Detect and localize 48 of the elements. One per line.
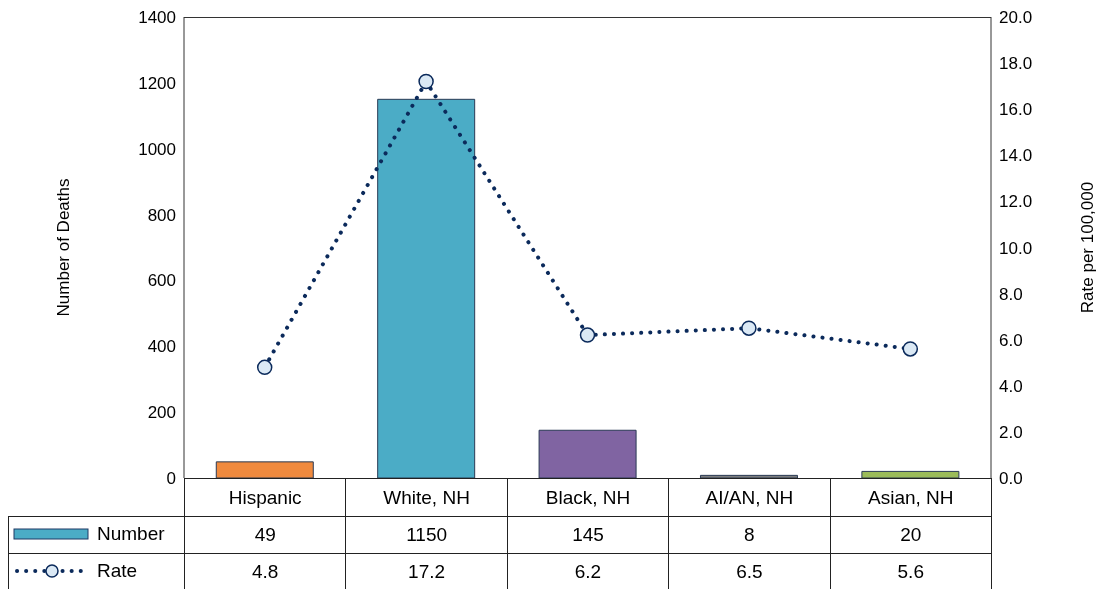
data-label: 145 <box>507 516 669 554</box>
data-label: 6.5 <box>668 553 831 589</box>
data-label: 6.2 <box>507 553 669 589</box>
data-label: 1150 <box>345 516 508 554</box>
legend-label: Number <box>96 523 165 545</box>
bar <box>538 429 637 478</box>
y-tick-label: 1000 <box>138 139 176 159</box>
y2-tick-label: 2.0 <box>999 422 1023 442</box>
bar <box>861 470 960 478</box>
data-label: 20 <box>830 516 992 554</box>
data-label: 8 <box>668 516 831 554</box>
y-tick-label: 200 <box>147 403 176 423</box>
x-tick-label: White, NH <box>345 478 508 517</box>
data-label: 49 <box>184 516 346 554</box>
x-tick-label: Hispanic <box>184 478 346 517</box>
point <box>418 73 434 90</box>
x-tick-label: Black, NH <box>507 478 669 517</box>
y-tick-label: 1200 <box>138 73 176 93</box>
y2-tick-label: 0.0 <box>999 469 1023 489</box>
data-label: 5.6 <box>830 553 992 589</box>
x-tick-label: Asian, NH <box>830 478 992 517</box>
bar <box>699 474 798 478</box>
data-label: 17.2 <box>345 553 508 589</box>
y2-tick-label: 16.0 <box>999 100 1033 120</box>
y2-tick-label: 20.0 <box>999 8 1033 28</box>
bar <box>215 461 314 478</box>
point <box>902 341 919 357</box>
y-tick-label: 800 <box>147 205 176 225</box>
y2-tick-label: 14.0 <box>999 146 1033 166</box>
y-tick-label: 600 <box>147 271 176 291</box>
y2-tick-label: 18.0 <box>999 54 1033 74</box>
y-tick-label: 1400 <box>138 8 176 28</box>
point <box>741 320 757 336</box>
y2-tick-label: 12.0 <box>999 192 1033 212</box>
y2-axis-title: Rate per 100,000 <box>1078 181 1098 314</box>
y2-tick-label: 10.0 <box>999 238 1033 258</box>
legend-label: Rate <box>96 560 138 582</box>
data-label: 4.8 <box>184 553 346 589</box>
point <box>256 359 273 376</box>
y-tick-label: 400 <box>147 337 176 357</box>
x-tick-label: AI/AN, NH <box>668 478 831 517</box>
y2-tick-label: 8.0 <box>999 284 1023 304</box>
y-axis-title: Number of Deaths <box>54 178 74 317</box>
y2-tick-label: 6.0 <box>999 330 1023 350</box>
bar <box>377 98 476 478</box>
y2-tick-label: 4.0 <box>999 376 1023 396</box>
y-tick-label: 0 <box>166 469 176 489</box>
point <box>579 327 596 343</box>
